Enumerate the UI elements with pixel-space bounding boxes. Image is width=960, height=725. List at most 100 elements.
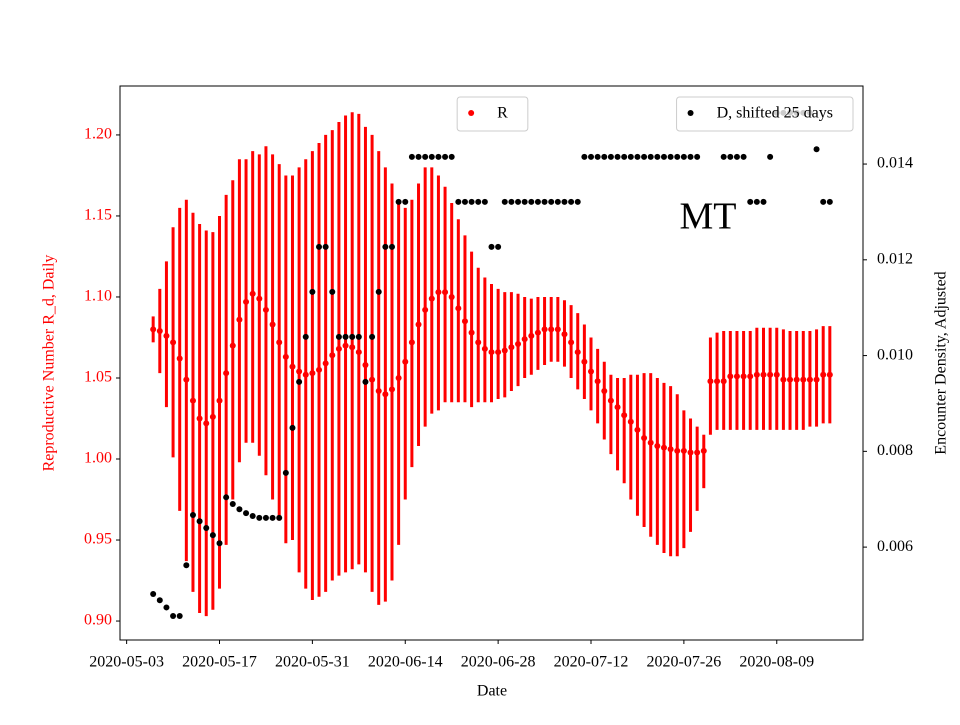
point: [342, 333, 349, 340]
point: [282, 469, 289, 476]
point: [720, 153, 727, 160]
point: [714, 378, 721, 385]
point: [435, 289, 442, 296]
point: [223, 494, 230, 501]
point: [561, 198, 568, 205]
point: [561, 331, 568, 338]
point: [296, 378, 303, 385]
point: [621, 412, 628, 419]
point: [402, 198, 409, 205]
point: [289, 363, 296, 370]
y-axis-label: Reproductive Number R_d, Daily: [41, 255, 58, 472]
point: [820, 371, 827, 378]
point: [269, 321, 276, 328]
point: [369, 376, 376, 383]
plot-frame: [119, 85, 864, 641]
point: [501, 198, 508, 205]
point: [203, 524, 210, 531]
legend-label: D, shifted 25 days: [717, 105, 833, 122]
point: [349, 344, 356, 351]
point: [747, 373, 754, 380]
point: [156, 327, 163, 334]
point: [700, 447, 707, 454]
point: [468, 198, 475, 205]
point: [488, 243, 495, 250]
point: [468, 329, 475, 336]
point: [694, 153, 701, 160]
point: [780, 376, 787, 383]
point: [223, 370, 230, 377]
point: [607, 397, 614, 404]
point: [183, 376, 190, 383]
y2-tick-label: 0.010: [877, 346, 913, 363]
point: [534, 329, 541, 336]
x-tick-label: 2020-08-09: [739, 654, 814, 671]
point: [302, 371, 309, 378]
point: [309, 288, 316, 295]
point: [442, 289, 449, 296]
point: [422, 153, 429, 160]
y-tick-label: 1.05: [84, 369, 112, 386]
legend-box: [676, 96, 854, 132]
point: [316, 243, 323, 250]
point: [813, 146, 820, 153]
point: [461, 318, 468, 325]
point: [568, 198, 575, 205]
point: [621, 153, 628, 160]
point: [329, 288, 336, 295]
point: [475, 198, 482, 205]
point: [641, 434, 648, 441]
point: [674, 153, 681, 160]
point: [375, 288, 382, 295]
point: [813, 376, 820, 383]
point: [322, 360, 329, 367]
point: [793, 376, 800, 383]
point: [541, 326, 548, 333]
point: [309, 370, 316, 377]
point: [680, 447, 687, 454]
point: [720, 378, 727, 385]
point: [442, 153, 449, 160]
point: [402, 358, 409, 365]
point: [176, 355, 183, 362]
annotation: MT: [680, 196, 737, 238]
point: [495, 349, 502, 356]
point: [548, 326, 555, 333]
x-tick-label: 2020-07-26: [647, 654, 722, 671]
point: [727, 373, 734, 380]
point: [349, 333, 356, 340]
point: [355, 349, 362, 356]
point: [243, 510, 250, 517]
x-tick-label: 2020-05-03: [89, 654, 164, 671]
point: [594, 153, 601, 160]
point: [461, 198, 468, 205]
point: [262, 306, 269, 313]
point: [322, 243, 329, 250]
point: [276, 514, 283, 521]
point: [388, 243, 395, 250]
point: [408, 339, 415, 346]
point: [687, 449, 694, 456]
point: [660, 444, 667, 451]
point: [408, 153, 415, 160]
point: [607, 153, 614, 160]
point: [209, 413, 216, 420]
legend: R: [456, 96, 529, 132]
y2-axis-label: Encounter Density, Adjusted: [933, 271, 950, 454]
point: [820, 198, 827, 205]
point: [773, 371, 780, 378]
point: [176, 613, 183, 620]
point: [806, 376, 813, 383]
legend-marker: [468, 110, 475, 116]
point: [495, 243, 502, 250]
point: [189, 512, 196, 519]
point: [435, 153, 442, 160]
series: [150, 112, 833, 617]
point: [588, 368, 595, 375]
point: [422, 306, 429, 313]
point: [289, 424, 296, 431]
point: [581, 153, 588, 160]
legend-box: [456, 96, 529, 132]
point: [203, 420, 210, 427]
